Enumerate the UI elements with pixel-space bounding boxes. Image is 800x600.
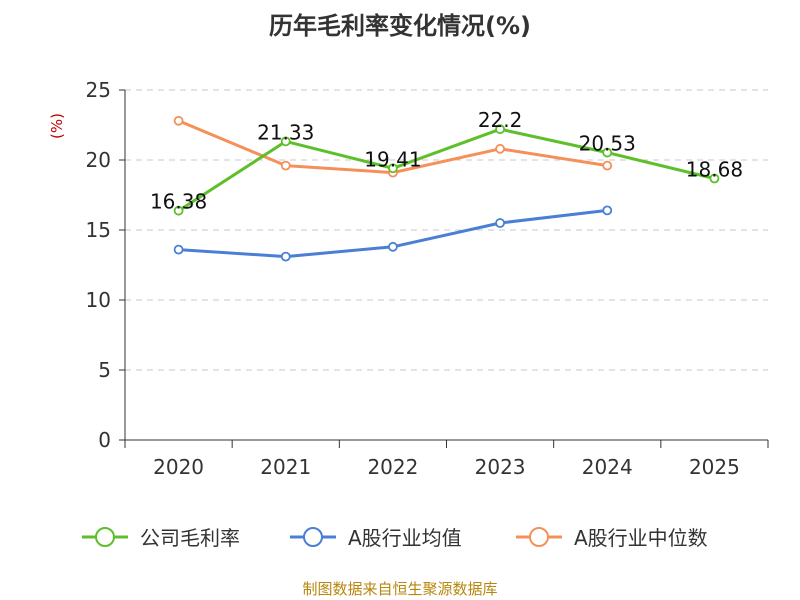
y-tick-label: 15: [86, 218, 111, 242]
x-tick-label: 2020: [153, 455, 204, 479]
series-lines: [173, 115, 720, 262]
data-point: [495, 124, 505, 135]
legend: 公司毛利率 A股行业均值 A股行业中位数: [82, 526, 708, 550]
y-tick-label: 5: [98, 358, 111, 382]
data-point: [602, 160, 613, 171]
legend-item: 公司毛利率: [82, 526, 240, 550]
data-point: [602, 147, 613, 158]
source-note: 制图数据来自恒生聚源数据库: [302, 580, 497, 598]
data-label: 18.68: [686, 157, 743, 181]
data-point: [495, 218, 505, 228]
data-point: [388, 163, 398, 174]
series-line-0: [177, 127, 715, 212]
data-label: 22.2: [478, 108, 523, 132]
x-tick-label: 2025: [689, 455, 740, 479]
legend-item: A股行业中位数: [516, 526, 708, 550]
data-point: [280, 160, 291, 171]
x-tick-label: 2023: [475, 455, 526, 479]
legend-marker: [95, 527, 115, 547]
x-tick-label: 2024: [582, 455, 633, 479]
y-axis-unit: (%): [48, 113, 66, 139]
data-point: [173, 115, 184, 126]
legend-marker: [529, 527, 549, 547]
y-tick-label: 25: [86, 78, 111, 102]
data-point: [709, 173, 720, 184]
x-tick-label: 2022: [367, 455, 418, 479]
data-point: [280, 136, 291, 147]
data-label: 20.53: [579, 132, 636, 156]
data-label: 21.33: [257, 120, 314, 144]
grid-lines: [125, 89, 768, 371]
data-label: 16.38: [150, 190, 207, 214]
y-tick-label: 0: [98, 428, 111, 452]
legend-label: A股行业中位数: [574, 526, 708, 550]
legend-label: A股行业均值: [348, 526, 462, 550]
data-point: [280, 251, 291, 262]
data-label: 19.41: [364, 147, 421, 171]
data-labels: 16.38 21.33 19.41 22.2 20.53 18.68: [150, 108, 743, 213]
legend-marker: [303, 527, 323, 547]
legend-label: 公司毛利率: [140, 526, 240, 550]
chart-title: 历年毛利率变化情况(%): [269, 12, 531, 40]
x-tick-label: 2021: [260, 455, 311, 479]
data-point: [173, 244, 184, 255]
data-point: [602, 205, 613, 216]
data-point: [495, 143, 505, 154]
data-point: [388, 241, 398, 252]
y-tick-label: 10: [86, 288, 111, 312]
legend-item: A股行业均值: [290, 526, 462, 550]
y-tick-label: 20: [86, 148, 111, 172]
data-point: [173, 205, 184, 216]
